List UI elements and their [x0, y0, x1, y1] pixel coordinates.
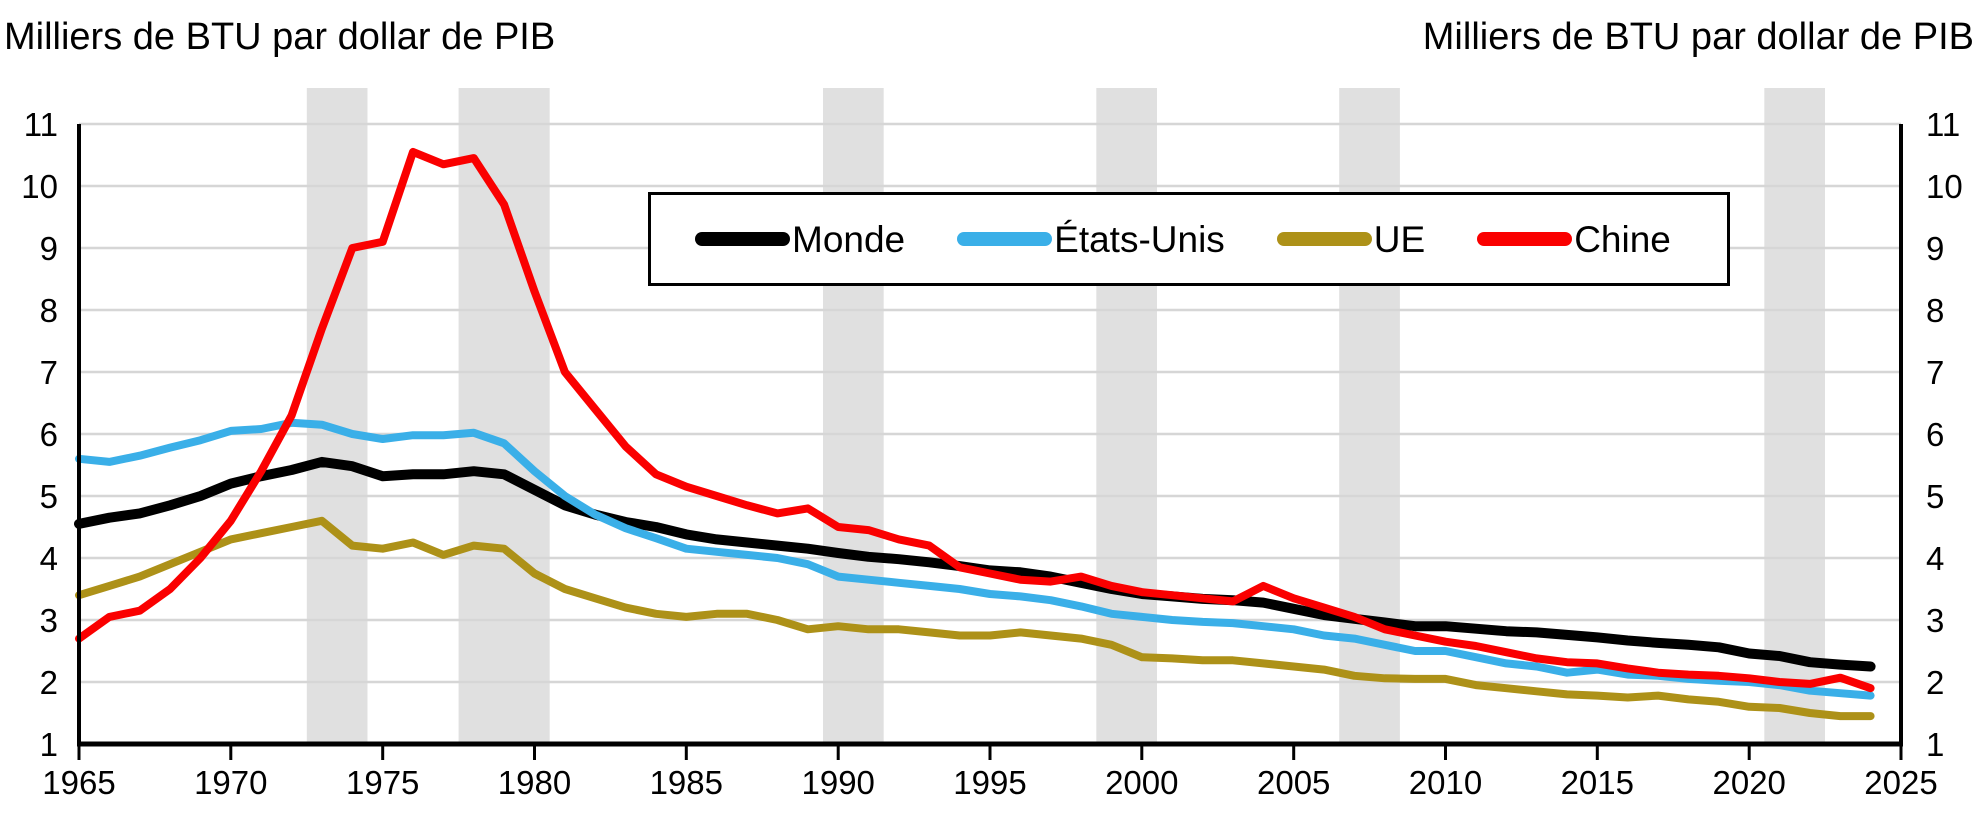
x-tick-label-2005: 2005 [1257, 764, 1330, 801]
legend-swatch-2 [1276, 232, 1372, 246]
y-tick-label-right-4: 4 [1926, 540, 1944, 577]
y-tick-label-left-2: 2 [40, 664, 58, 701]
y-tick-label-right-9: 9 [1926, 230, 1944, 267]
shaded-band-1 [458, 88, 550, 744]
shaded-band-5 [1764, 88, 1825, 744]
y-tick-label-right-10: 10 [1926, 168, 1963, 205]
y-tick-label-right-5: 5 [1926, 478, 1944, 515]
y-tick-label-left-6: 6 [40, 416, 58, 453]
y-tick-label-left-10: 10 [21, 168, 58, 205]
y-tick-label-left-4: 4 [40, 540, 58, 577]
legend-swatch-3 [1477, 232, 1573, 246]
series-line-3 [75, 147, 1875, 693]
legend-item-3: Chine [1477, 221, 1671, 258]
legend: Monde États-Unis UE Chine [648, 192, 1730, 286]
legend-swatch-1 [957, 232, 1053, 246]
y-tick-label-left-1: 1 [40, 726, 58, 763]
y-tick-label-right-6: 6 [1926, 416, 1944, 453]
x-tick-label-1970: 1970 [194, 764, 267, 801]
y-tick-label-left-3: 3 [40, 602, 58, 639]
shaded-band-0 [306, 88, 368, 744]
series-line-1 [75, 418, 1875, 700]
y-tick-label-left-5: 5 [40, 478, 58, 515]
x-tick-label-1995: 1995 [953, 764, 1026, 801]
y-tick-label-left-11: 11 [24, 106, 58, 143]
series-line-2 [75, 516, 1875, 721]
x-tick-label-2025: 2025 [1864, 764, 1937, 801]
x-tick-label-1990: 1990 [801, 764, 874, 801]
legend-label-1: États-Unis [1054, 218, 1225, 260]
x-tick-label-1980: 1980 [498, 764, 571, 801]
x-tick-label-1985: 1985 [650, 764, 723, 801]
x-tick-label-2020: 2020 [1712, 764, 1785, 801]
y-tick-label-left-8: 8 [40, 292, 58, 329]
legend-label-3: Chine [1574, 218, 1671, 260]
legend-item-0: Monde [695, 221, 905, 258]
y-tick-label-left-7: 7 [40, 354, 58, 391]
y-axis-title-right: Milliers de BTU par dollar de PIB [1422, 16, 1974, 58]
legend-label-0: Monde [792, 218, 906, 260]
y-tick-label-right-1: 1 [1926, 726, 1944, 763]
y-tick-label-right-7: 7 [1926, 354, 1944, 391]
legend-label-2: UE [1373, 218, 1426, 260]
y-tick-label-right-3: 3 [1926, 602, 1944, 639]
x-tick-label-2000: 2000 [1105, 764, 1178, 801]
legend-item-1: États-Unis [957, 221, 1225, 258]
legend-swatch-0 [695, 232, 790, 246]
y-tick-label-right-2: 2 [1926, 664, 1944, 701]
x-tick-label-1965: 1965 [42, 764, 115, 801]
x-tick-label-2015: 2015 [1561, 764, 1634, 801]
x-tick-label-1975: 1975 [346, 764, 419, 801]
y-tick-label-right-8: 8 [1926, 292, 1944, 329]
y-axis-title-left: Milliers de BTU par dollar de PIB [4, 16, 556, 58]
y-tick-label-left-9: 9 [40, 230, 58, 267]
y-tick-label-right-11: 11 [1926, 106, 1960, 143]
legend-item-2: UE [1276, 218, 1426, 260]
x-tick-label-2010: 2010 [1409, 764, 1482, 801]
